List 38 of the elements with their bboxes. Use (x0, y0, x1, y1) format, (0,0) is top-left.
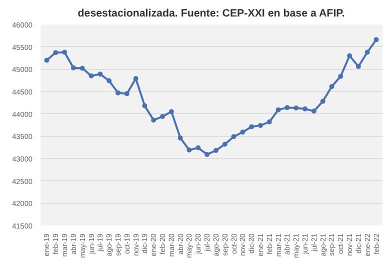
point (284, 105, 290, 110)
point (258, 122, 263, 128)
point (178, 135, 183, 140)
point (222, 142, 228, 147)
point (374, 37, 379, 42)
point (53, 50, 58, 56)
point (160, 114, 166, 120)
point (196, 145, 201, 150)
point (240, 130, 246, 135)
point (294, 106, 299, 111)
point (276, 107, 281, 112)
point (320, 98, 326, 104)
point (311, 108, 316, 114)
point (98, 72, 103, 77)
chart-title: desestacionalizada. Fuente: CEP-XXI en base a AFIP. (78, 8, 345, 20)
point (106, 78, 112, 84)
point (302, 106, 308, 112)
point (186, 148, 192, 153)
point (364, 50, 370, 55)
point (62, 50, 68, 55)
point (142, 103, 148, 108)
point (80, 66, 85, 71)
point (231, 134, 236, 140)
point (266, 119, 272, 124)
point (338, 74, 344, 79)
point (329, 84, 334, 90)
point (124, 91, 130, 96)
point (70, 65, 76, 70)
point (347, 53, 352, 58)
point (213, 148, 218, 153)
point (151, 118, 156, 123)
point (44, 58, 50, 63)
point (168, 109, 174, 114)
point (88, 73, 94, 78)
point (356, 64, 361, 69)
point (115, 90, 120, 96)
point (249, 124, 254, 130)
point (204, 152, 210, 157)
